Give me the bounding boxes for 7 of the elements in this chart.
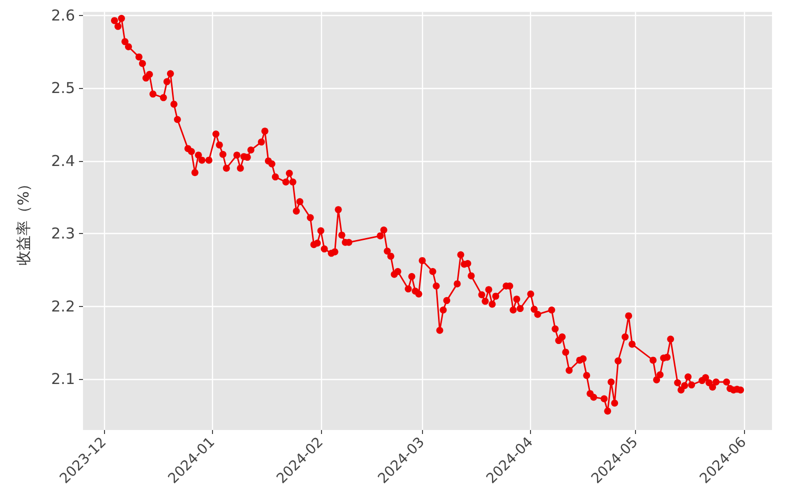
- y-tick-label: 2.3: [51, 224, 75, 243]
- y-tick-label: 2.1: [51, 370, 75, 388]
- y-tick-label: 2.5: [51, 79, 75, 98]
- y-tick-label: 2.4: [51, 152, 75, 170]
- y-tick-label: 2.2: [51, 297, 75, 316]
- y-tick-label: 2.6: [51, 6, 75, 24]
- y-axis-title: 收益率（%）: [14, 176, 32, 266]
